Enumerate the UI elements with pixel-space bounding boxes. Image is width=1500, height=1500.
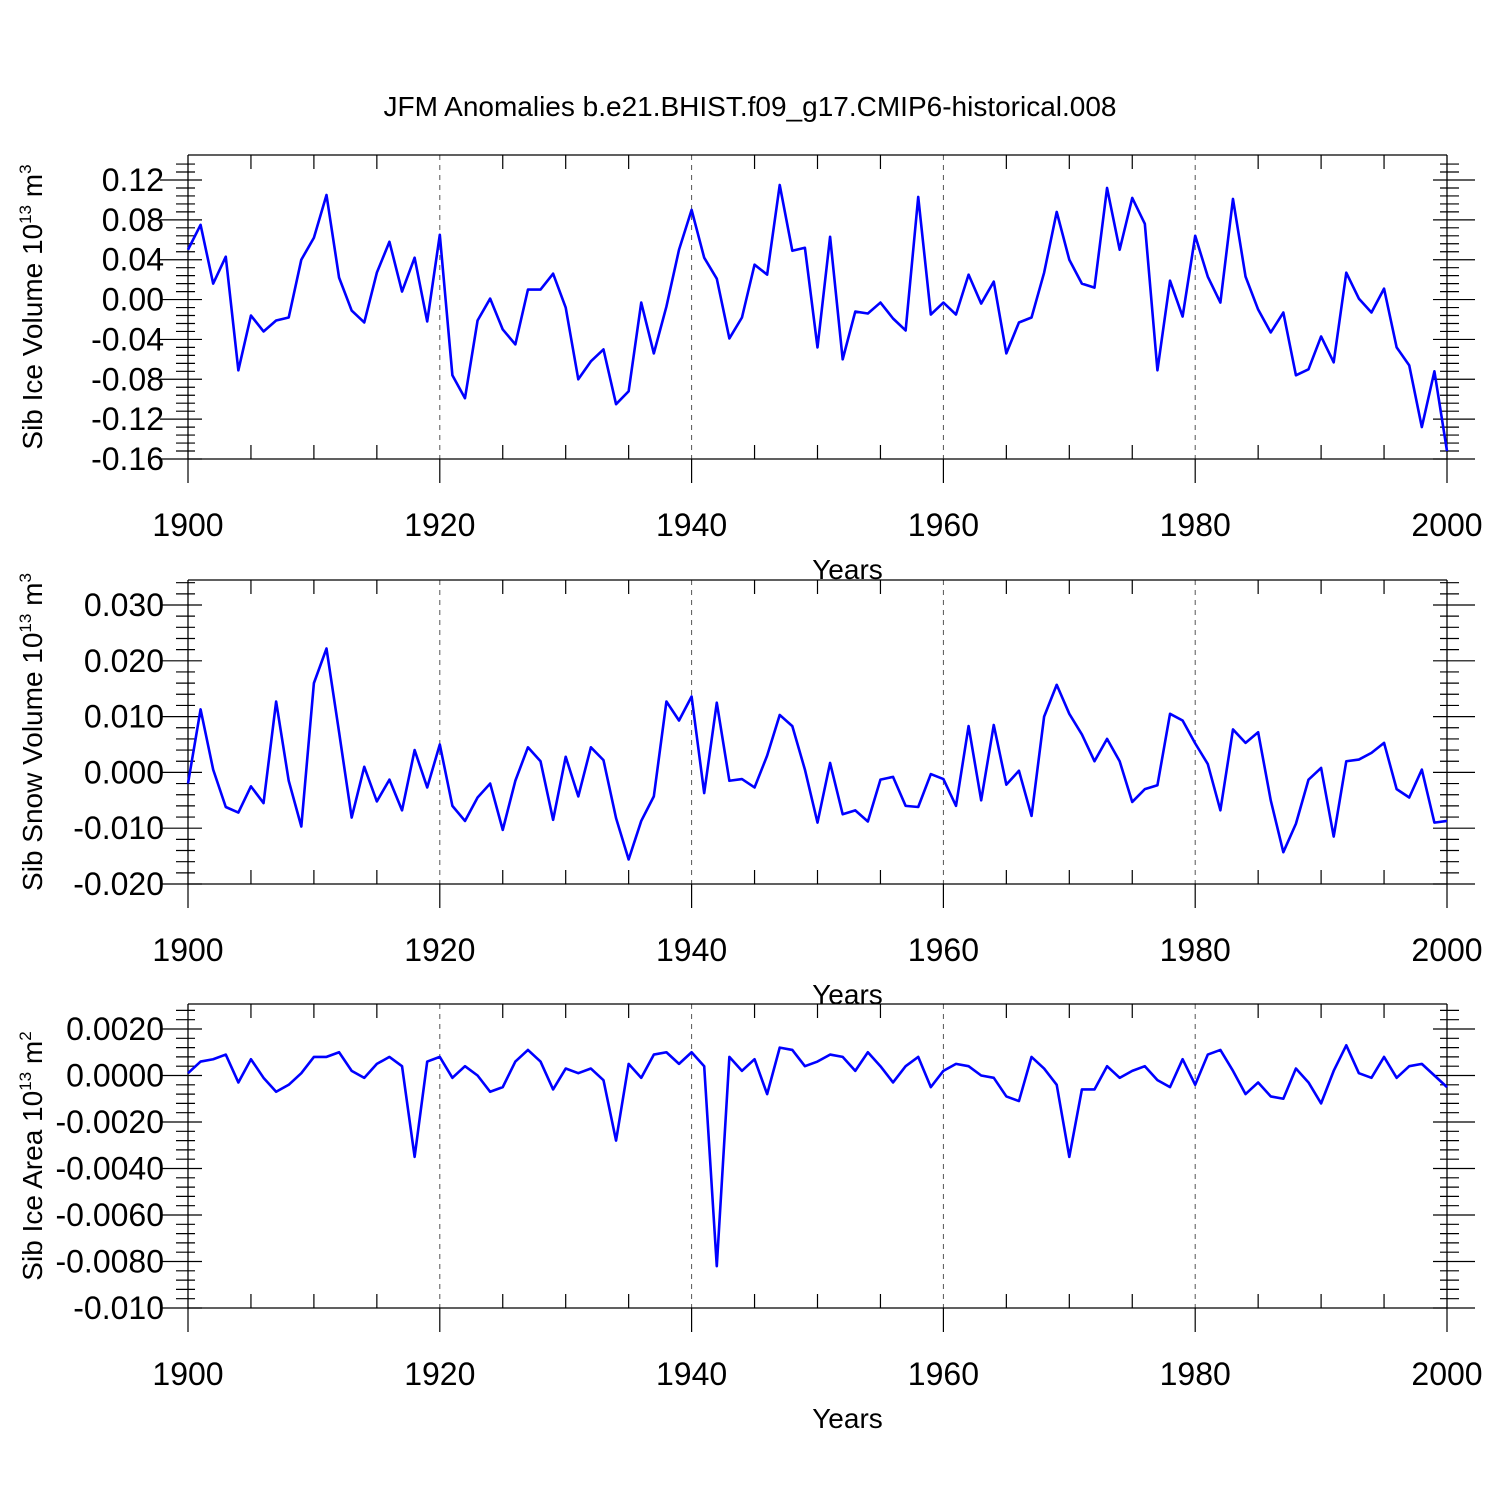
x-tick-label: 1900 [152,1356,223,1392]
panel-ice-volume: 0.12 0.08 0.04 0.00-0.04 -0.08 -0.12 -0.16 1900… [16,154,1483,585]
y-tick-label: -0.020 [73,866,164,902]
y-tick-label: -0.08 [91,361,164,397]
x-tick-label: 2000 [1411,1356,1482,1392]
y-tick-label: -0.16 [91,441,164,477]
x-tick-label: 1940 [656,507,727,543]
x-axis-label: Years [812,1403,883,1434]
x-tick-label: 2000 [1411,932,1482,968]
series-line-ice-volume [186,183,1449,452]
series-line-snow-volume [186,647,1448,861]
panel-snow-volume: 0.030 0.020 0.010 0.000 -0.010 -0.020 1900 1920… [16,573,1483,1010]
y-axis-label: Sib Ice Area 1013 m2 [16,1031,48,1280]
y-tick-label: -0.0040 [55,1151,164,1187]
x-tick-label: 1920 [404,507,475,543]
y-tick-label: 0.04 [102,242,164,278]
x-axis-label: Years [812,979,883,1010]
y-tick-label: 0.030 [84,587,164,623]
x-tick-label: 1960 [908,507,979,543]
panel-ice-area: 0.0020 0.0000 -0.0020 -0.0040 -0.0060 -0.0080… [16,1003,1483,1434]
y-tick-label: 0.08 [102,202,164,238]
y-axis-label: Sib Snow Volume 1013 m3 [16,573,48,891]
y-tick-label: -0.010 [73,1290,164,1326]
x-tick-label: 1980 [1160,1356,1231,1392]
series-line-ice-area [187,1043,1448,1268]
x-tick-label: 1920 [404,932,475,968]
x-tick-label: 1940 [656,932,727,968]
x-tick-label: 1960 [908,1356,979,1392]
y-tick-label: 0.010 [84,699,164,735]
y-tick-label: -0.12 [91,401,164,437]
x-tick-label: 1940 [656,1356,727,1392]
y-tick-label: 0.00 [102,282,164,318]
x-tick-label: 2000 [1411,507,1482,543]
x-tick-label: 1980 [1160,932,1231,968]
y-tick-label: -0.010 [73,810,164,846]
y-tick-label: 0.0020 [66,1011,164,1047]
x-tick-label: 1980 [1160,507,1231,543]
chart-title: JFM Anomalies b.e21.BHIST.f09_g17.CMIP6-… [383,91,1116,122]
y-tick-label: -0.0080 [55,1244,164,1280]
x-tick-label: 1900 [152,932,223,968]
y-tick-label: -0.0020 [55,1104,164,1140]
x-tick-label: 1920 [404,1356,475,1392]
x-tick-label: 1900 [152,507,223,543]
y-tick-label: 0.020 [84,643,164,679]
y-tick-label: -0.04 [91,321,164,357]
y-tick-label: 0.000 [84,754,164,790]
y-axis-label: Sib Ice Volume 1013 m3 [16,164,48,449]
y-tick-label: 0.0000 [66,1058,164,1094]
y-tick-label: 0.12 [102,162,164,198]
y-tick-label: -0.0060 [55,1197,164,1233]
x-tick-label: 1960 [908,932,979,968]
